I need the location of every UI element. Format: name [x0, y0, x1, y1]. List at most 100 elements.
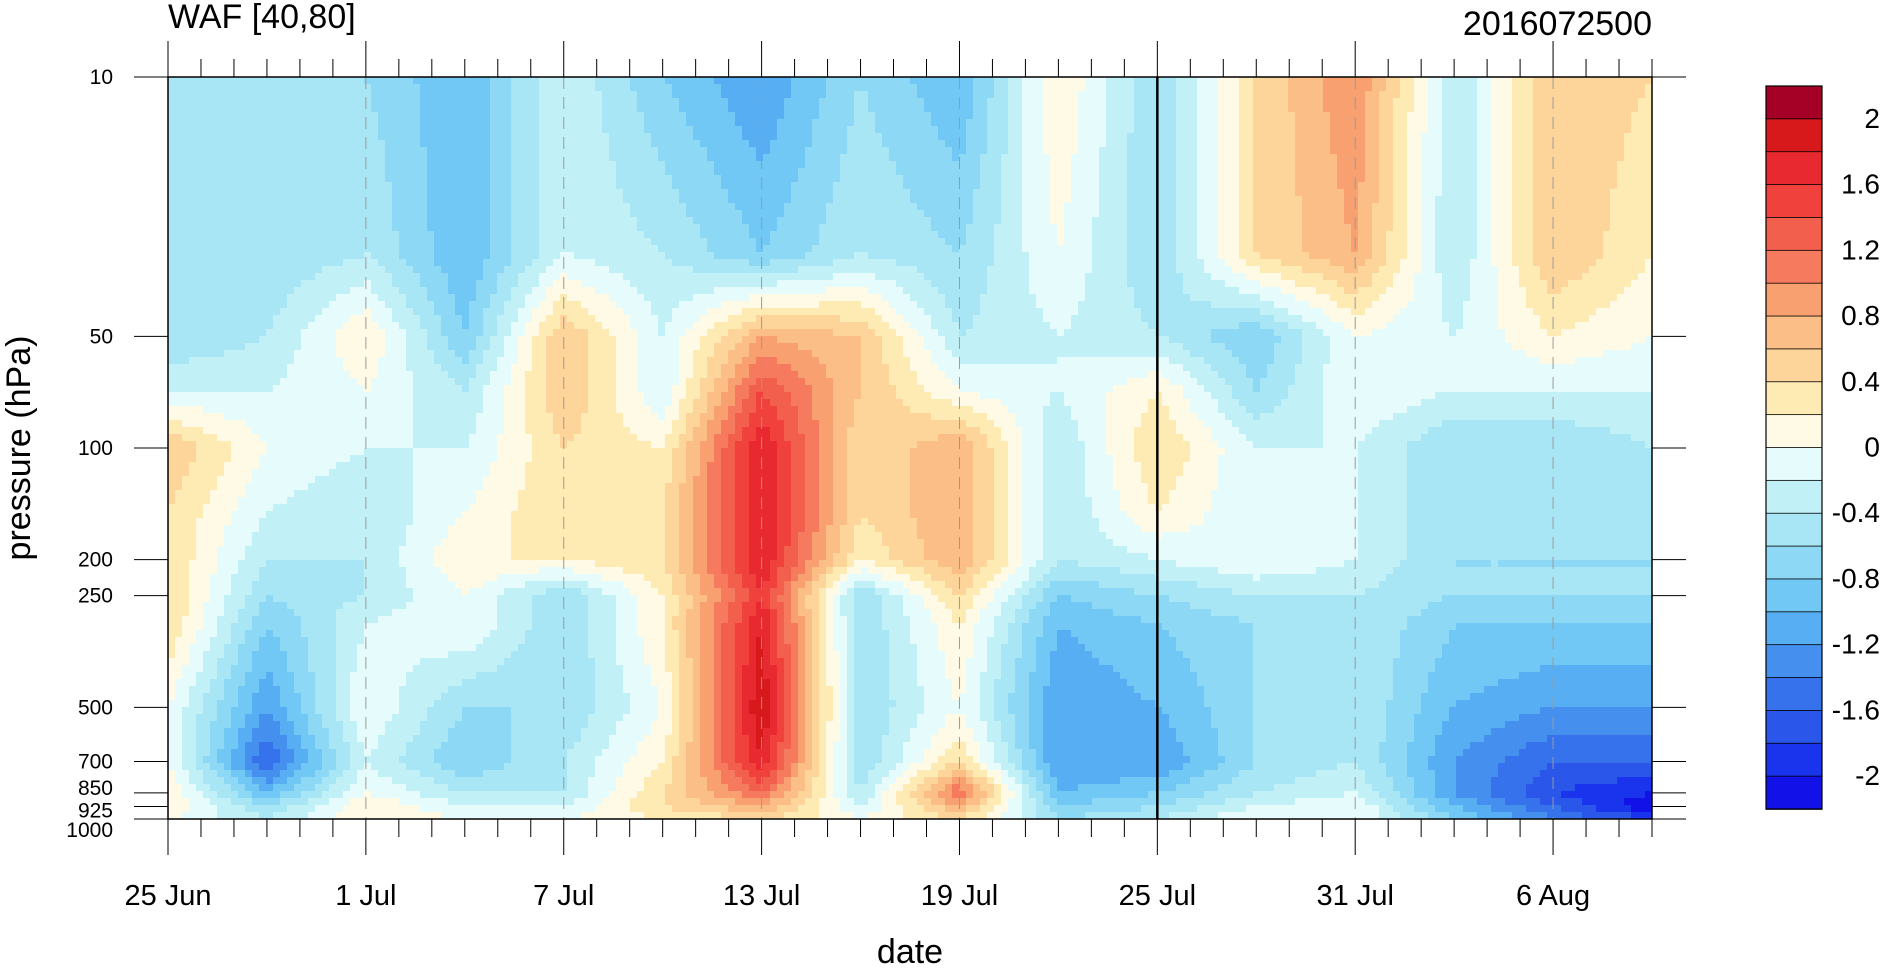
contour-band-cell [1393, 672, 1429, 680]
contour-band-cell [238, 791, 253, 799]
contour-band-cell [1085, 441, 1107, 449]
contour-band-cell [1645, 91, 1652, 99]
contour-band-cell [686, 777, 708, 785]
contour-band-cell [497, 322, 512, 330]
contour-band-cell [392, 224, 428, 232]
contour-band-cell [413, 427, 477, 435]
contour-band-cell [777, 742, 792, 750]
contour-band-cell [882, 805, 904, 813]
contour-band-cell [1169, 378, 1198, 386]
contour-band-cell [770, 735, 785, 743]
contour-band-cell [1379, 749, 1408, 757]
contour-band-cell [1449, 637, 1652, 645]
contour-band-cell [812, 616, 820, 624]
contour-band-cell [721, 336, 743, 344]
contour-band-cell [1491, 203, 1513, 211]
contour-band-cell [1533, 252, 1604, 260]
contour-band-cell [168, 497, 176, 505]
contour-band-cell [861, 567, 869, 575]
contour-band-cell [1197, 245, 1219, 253]
contour-band-cell [1092, 511, 1128, 519]
contour-band-cell [791, 574, 799, 582]
contour-band-cell [630, 280, 778, 288]
contour-band-cell [980, 784, 995, 792]
contour-band-cell [819, 602, 827, 610]
contour-band-cell [1134, 301, 1212, 309]
contour-band-cell [826, 602, 834, 610]
contour-band-cell [749, 441, 778, 449]
contour-band-cell [168, 231, 400, 239]
contour-band-cell [1232, 385, 1254, 393]
contour-band-cell [651, 308, 673, 316]
contour-band-cell [763, 658, 771, 666]
contour-band-cell [805, 616, 813, 624]
contour-band-cell [203, 700, 218, 708]
contour-band-cell [1421, 133, 1443, 141]
contour-band-cell [210, 763, 225, 771]
contour-band-cell [854, 630, 890, 638]
contour-band-cell [1267, 371, 1296, 379]
contour-band-cell [336, 616, 379, 624]
contour-band-cell [567, 777, 589, 785]
contour-band-cell [1491, 77, 1513, 85]
contour-band-cell [847, 623, 855, 631]
contour-band-cell [938, 728, 974, 736]
contour-band-cell [420, 133, 491, 141]
contour-band-cell [343, 721, 358, 729]
contour-band-cell [868, 91, 918, 99]
contour-band-cell [742, 434, 757, 442]
contour-band-cell [1036, 777, 1044, 785]
contour-band-cell [805, 497, 820, 505]
contour-band-cell [973, 581, 988, 589]
contour-band-cell [749, 511, 778, 519]
contour-band-cell [525, 469, 673, 477]
contour-band-cell [784, 686, 792, 694]
contour-band-cell [1022, 427, 1044, 435]
contour-band-cell [1134, 105, 1177, 113]
contour-band-cell [588, 392, 617, 400]
contour-band-cell [1316, 322, 1345, 330]
contour-band-cell [854, 770, 869, 778]
contour-band-cell [854, 420, 967, 428]
contour-band-cell [714, 385, 729, 393]
contour-band-cell [728, 616, 743, 624]
contour-band-cell [1050, 602, 1093, 610]
contour-band-cell [1022, 112, 1044, 120]
contour-band-cell [707, 595, 722, 603]
contour-band-cell [686, 329, 708, 337]
contour-band-cell [1029, 679, 1051, 687]
contour-band-cell [889, 672, 918, 680]
contour-band-cell [980, 742, 995, 750]
contour-band-cell [252, 616, 302, 624]
contour-band-cell [371, 378, 414, 386]
contour-band-cell [1470, 742, 1527, 750]
contour-band-cell [777, 784, 792, 792]
contour-band-cell [1449, 630, 1652, 638]
contour-band-cell [1197, 133, 1219, 141]
contour-band-cell [693, 707, 701, 715]
contour-band-cell [1050, 658, 1100, 666]
contour-band-cell [973, 441, 988, 449]
contour-band-cell [833, 700, 841, 708]
contour-band-cell [903, 784, 918, 792]
contour-band-cell [525, 399, 547, 407]
contour-band-cell [924, 553, 974, 561]
contour-band-cell [1134, 287, 1184, 295]
contour-band-cell [882, 602, 904, 610]
contour-band-cell [294, 672, 316, 680]
contour-band-cell [259, 609, 295, 617]
contour-band-cell [994, 504, 1009, 512]
contour-band-cell [1043, 497, 1093, 505]
contour-band-cell [812, 553, 827, 561]
contour-band-cell [931, 413, 988, 421]
contour-band-cell [189, 595, 211, 603]
contour-band-cell [861, 385, 897, 393]
contour-band-cell [1379, 126, 1394, 134]
contour-band-cell [1519, 714, 1652, 722]
contour-band-cell [1358, 441, 1408, 449]
contour-fill-layer [168, 77, 1652, 819]
contour-band-cell [1477, 252, 1492, 260]
contour-band-cell [693, 511, 708, 519]
contour-band-cell [1330, 357, 1541, 365]
contour-band-cell [595, 658, 617, 666]
